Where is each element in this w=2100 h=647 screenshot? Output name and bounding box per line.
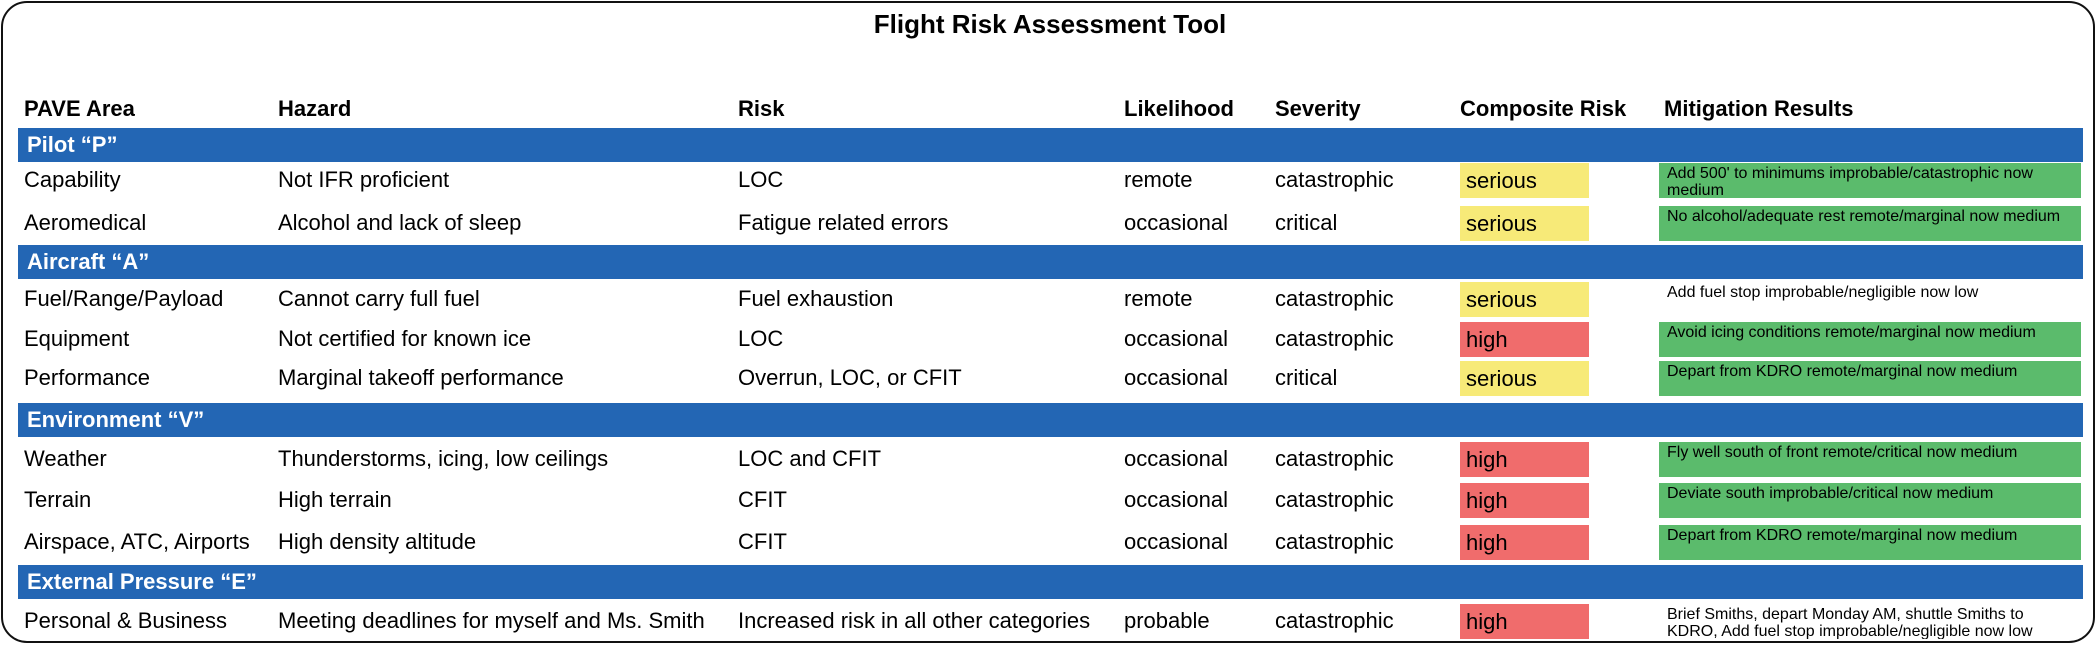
risk-cell: LOC and CFIT: [738, 446, 882, 471]
pave-area-cell: Personal & Business: [24, 608, 227, 633]
risk-cell: CFIT: [738, 529, 787, 554]
mitigation-result: Brief Smiths, depart Monday AM, shuttle …: [1667, 606, 2033, 639]
page-title: Flight Risk Assessment Tool: [873, 9, 1227, 39]
hazard-cell: High terrain: [278, 487, 392, 512]
pave-area-cell: Airspace, ATC, Airports: [24, 529, 250, 554]
severity-cell: catastrophic: [1275, 326, 1394, 351]
hazard-cell: Alcohol and lack of sleep: [278, 210, 522, 235]
severity-cell: critical: [1275, 365, 1338, 390]
section-band: Pilot “P”: [18, 128, 2083, 162]
mitigation-result: Add fuel stop improbable/negligible now …: [1667, 284, 1979, 301]
section-band: External Pressure “E”: [18, 565, 2083, 599]
header-likelihood: Likelihood: [1124, 96, 1234, 121]
header-hazard: Hazard: [278, 96, 352, 121]
pave-area-cell: Capability: [24, 167, 121, 192]
mitigation-result: Depart from KDRO remote/marginal now med…: [1659, 361, 2081, 396]
composite-risk-badge: serious: [1460, 206, 1589, 241]
section-band: Aircraft “A”: [18, 245, 2083, 279]
severity-cell: catastrophic: [1275, 487, 1394, 512]
mitigation-result: Fly well south of front remote/critical …: [1659, 442, 2081, 477]
risk-cell: CFIT: [738, 487, 787, 512]
hazard-cell: Not IFR proficient: [278, 167, 450, 192]
severity-cell: catastrophic: [1275, 286, 1394, 311]
header-severity: Severity: [1275, 96, 1361, 121]
composite-risk-badge: high: [1460, 442, 1589, 477]
section-label: Pilot “P”: [27, 132, 118, 157]
composite-risk-badge: serious: [1460, 163, 1589, 198]
hazard-cell: Marginal takeoff performance: [278, 365, 564, 390]
likelihood-cell: occasional: [1124, 529, 1228, 554]
pave-area-cell: Equipment: [24, 326, 130, 351]
severity-cell: catastrophic: [1275, 446, 1394, 471]
mitigation-result: Add 500' to minimums improbable/catastro…: [1659, 163, 2081, 198]
pave-area-cell: Aeromedical: [24, 210, 147, 235]
mitigation-result: No alcohol/adequate rest remote/marginal…: [1659, 206, 2081, 241]
hazard-cell: Not certified for known ice: [278, 326, 532, 351]
composite-risk-badge: high: [1460, 483, 1589, 518]
severity-cell: critical: [1275, 210, 1338, 235]
risk-cell: Overrun, LOC, or CFIT: [738, 365, 962, 390]
severity-cell: catastrophic: [1275, 608, 1394, 633]
likelihood-cell: probable: [1124, 608, 1210, 633]
likelihood-cell: occasional: [1124, 326, 1228, 351]
likelihood-cell: occasional: [1124, 365, 1228, 390]
likelihood-cell: remote: [1124, 167, 1193, 192]
header-composite-risk: Composite Risk: [1460, 96, 1627, 121]
composite-risk-badge: high: [1460, 322, 1589, 357]
risk-cell: LOC: [738, 167, 784, 192]
composite-risk-badge: serious: [1460, 361, 1589, 396]
hazard-cell: High density altitude: [278, 529, 477, 554]
pave-area-cell: Weather: [24, 446, 107, 471]
composite-risk-badge: high: [1460, 525, 1589, 560]
section-label: External Pressure “E”: [27, 569, 257, 594]
mitigation-result: Deviate south improbable/critical now me…: [1659, 483, 2081, 518]
header-mitigation-results: Mitigation Results: [1664, 96, 1854, 121]
composite-risk-badge: high: [1460, 604, 1589, 639]
pave-area-cell: Fuel/Range/Payload: [24, 286, 224, 311]
pave-area-cell: Terrain: [24, 487, 92, 512]
composite-risk-badge: serious: [1460, 282, 1589, 317]
section-label: Aircraft “A”: [27, 249, 150, 274]
risk-cell: Fuel exhaustion: [738, 286, 894, 311]
mitigation-result: Avoid icing conditions remote/marginal n…: [1659, 322, 2081, 357]
likelihood-cell: occasional: [1124, 487, 1228, 512]
severity-cell: catastrophic: [1275, 167, 1394, 192]
hazard-cell: Meeting deadlines for myself and Ms. Smi…: [278, 608, 705, 633]
header-pave-area: PAVE Area: [24, 96, 135, 121]
risk-cell: Increased risk in all other categories: [738, 608, 1091, 633]
likelihood-cell: remote: [1124, 286, 1193, 311]
mitigation-result: Depart from KDRO remote/marginal now med…: [1659, 525, 2081, 560]
hazard-cell: Thunderstorms, icing, low ceilings: [278, 446, 609, 471]
pave-area-cell: Performance: [24, 365, 150, 390]
risk-cell: LOC: [738, 326, 784, 351]
section-band: Environment “V”: [18, 403, 2083, 437]
header-risk: Risk: [738, 96, 785, 121]
risk-cell: Fatigue related errors: [738, 210, 949, 235]
section-label: Environment “V”: [27, 407, 205, 432]
hazard-cell: Cannot carry full fuel: [278, 286, 480, 311]
likelihood-cell: occasional: [1124, 210, 1228, 235]
severity-cell: catastrophic: [1275, 529, 1394, 554]
likelihood-cell: occasional: [1124, 446, 1228, 471]
